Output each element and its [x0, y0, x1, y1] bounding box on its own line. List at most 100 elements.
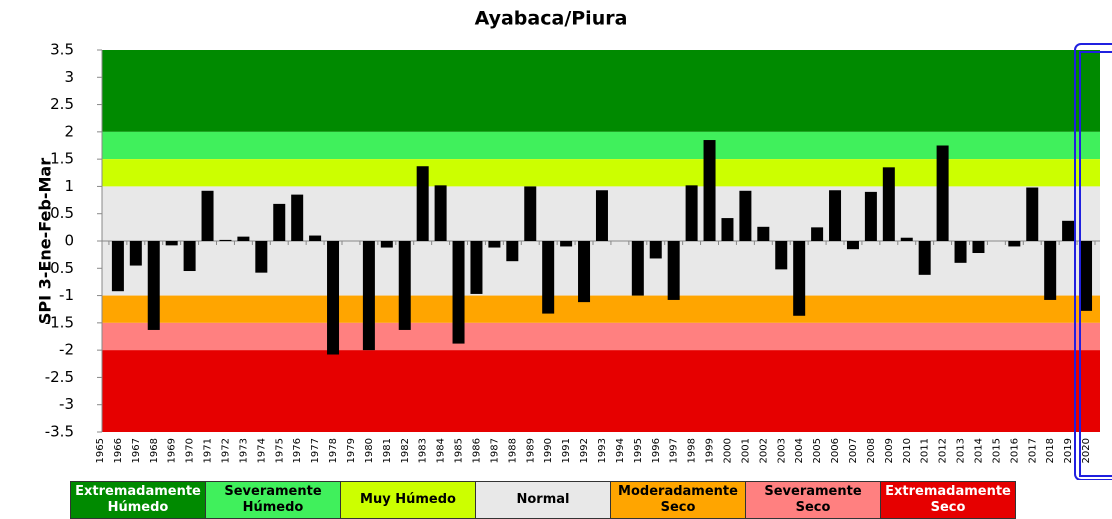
bar	[972, 241, 985, 254]
legend: Extremadamente Húmedo Severamente Húmedo M…	[70, 481, 1016, 519]
bar	[488, 241, 501, 248]
x-tick-label: 2008	[866, 438, 877, 463]
bar	[667, 241, 680, 300]
x-tick-label: 2014	[973, 438, 984, 463]
bar	[434, 185, 447, 241]
x-tick-label: 1985	[454, 438, 465, 463]
legend-item: Extremadamente Seco	[880, 481, 1016, 519]
bar	[291, 194, 304, 241]
y-tick-label: 3	[64, 68, 74, 86]
x-tick-label: 2001	[740, 438, 751, 463]
legend-item: Severamente Seco	[745, 481, 881, 519]
x-tick-label: 1980	[364, 438, 375, 463]
bar	[237, 236, 250, 241]
x-tick-label: 2018	[1045, 438, 1056, 463]
bar	[560, 241, 573, 247]
legend-item: Severamente Húmedo	[205, 481, 341, 519]
bar	[255, 241, 268, 273]
bar	[578, 241, 591, 303]
x-tick-label: 1997	[669, 438, 680, 463]
bar	[165, 241, 178, 246]
x-tick-label: 2009	[884, 438, 895, 463]
x-tick-label: 2011	[920, 438, 931, 463]
bar	[918, 241, 931, 275]
bar	[273, 203, 286, 241]
x-tick-label: 1991	[561, 438, 572, 463]
x-tick-label: 1970	[185, 438, 196, 463]
band	[102, 295, 1100, 323]
bar	[111, 241, 124, 292]
bar	[524, 186, 537, 241]
bar	[380, 241, 393, 248]
band	[102, 350, 1100, 432]
chart: Ayabaca/Piura SPI 3-Ene-Feb-Mar -3.5 -3 -2…	[36, 8, 1112, 480]
x-tick-label: 2000	[722, 438, 733, 463]
y-tick-label: -1	[59, 286, 74, 304]
y-tick-label: -3.5	[45, 423, 74, 441]
x-tick-label: 1972	[220, 438, 231, 463]
x-tick-label: 2019	[1063, 438, 1074, 463]
x-tick-label: 1990	[543, 438, 554, 463]
x-tick-label: 1966	[113, 438, 124, 463]
y-tick-label: -3	[59, 395, 74, 413]
x-tick-label: 1965	[95, 438, 106, 463]
x-tick-label: 1976	[292, 438, 303, 463]
x-tick-label: 1967	[131, 438, 142, 463]
x-tick-label: 1975	[274, 438, 285, 463]
bar	[882, 167, 895, 241]
bar	[1062, 220, 1075, 241]
bar	[470, 241, 483, 294]
selection-outline	[1074, 43, 1112, 480]
legend-item: Normal	[475, 481, 611, 519]
x-tick-label: 1994	[615, 438, 626, 463]
bar	[1044, 241, 1057, 300]
y-axis-label: SPI 3-Ene-Feb-Mar	[36, 158, 55, 324]
bar	[129, 241, 142, 266]
x-tick-label: 1987	[489, 438, 500, 463]
band	[102, 159, 1100, 187]
x-tick-label: 2006	[830, 438, 841, 463]
x-tick-label: 1984	[436, 438, 447, 463]
y-tick-label: 2	[64, 122, 74, 140]
bar	[542, 241, 555, 314]
y-tick-label: 0	[64, 232, 74, 250]
bar	[739, 190, 752, 241]
x-tick-label: 2002	[758, 438, 769, 463]
y-tick-label: -2	[59, 341, 74, 359]
x-tick-label: 1989	[525, 438, 536, 463]
band	[102, 322, 1100, 351]
plot: -3.5 -3 -2.5 -2 -1.5 -1 -0.5 0 0.5 1 1.5 2 2.5 3 3.5 19…	[45, 41, 1100, 463]
x-tick-label: 2007	[848, 438, 859, 463]
bar	[1080, 241, 1093, 311]
y-tick-label: 2.5	[50, 95, 74, 113]
bar	[201, 190, 214, 241]
legend-item: Extremadamente Húmedo	[70, 481, 206, 519]
bar	[1008, 241, 1021, 247]
x-tick-label: 1978	[328, 438, 339, 463]
bar	[864, 191, 877, 241]
x-tick-label: 1999	[705, 438, 716, 463]
bar	[775, 241, 788, 270]
x-tick-label: 2010	[902, 438, 913, 463]
bar	[649, 241, 662, 259]
x-tick-label: 2016	[1009, 438, 1020, 463]
bar	[506, 241, 519, 262]
x-tick-label: 1974	[256, 438, 267, 463]
x-tick-label: 2004	[794, 438, 805, 463]
selection-outline	[1079, 51, 1112, 477]
x-tick-label: 2012	[938, 438, 949, 463]
y-tick-label: -1.5	[45, 313, 74, 331]
bar	[954, 241, 967, 263]
y-tick-label: -0.5	[45, 259, 74, 277]
bar	[757, 226, 770, 241]
x-tick-label: 1977	[310, 438, 321, 463]
x-tick-label: 2005	[812, 438, 823, 463]
x-tick-label: 1995	[633, 438, 644, 463]
bar	[685, 185, 698, 241]
x-tick-label: 1981	[382, 438, 393, 463]
y-tick-label: -2.5	[45, 368, 74, 386]
band	[102, 131, 1100, 160]
band	[102, 50, 1100, 132]
legend-item: Muy Húmedo	[340, 481, 476, 519]
